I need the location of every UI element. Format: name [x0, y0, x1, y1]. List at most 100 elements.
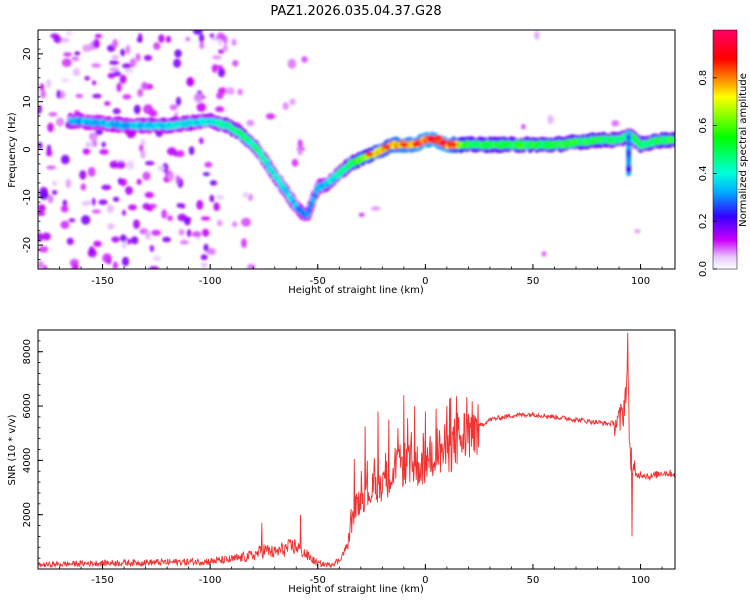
noise-blob: [111, 236, 120, 243]
noise-blob: [176, 203, 183, 208]
colorbar-scale: [712, 29, 738, 270]
noise-blob: [39, 190, 49, 200]
noise-blob: [141, 81, 148, 91]
noise-blob: [113, 71, 121, 77]
noise-blob: [204, 161, 213, 168]
ridge-peak: [382, 144, 391, 150]
colorbar-ticks: 0.0 0.2 0.4 0.6 0.8: [698, 70, 717, 277]
noise-blob: [81, 215, 91, 225]
noise-blob: [191, 231, 202, 238]
y-tick-label: 10: [22, 95, 33, 108]
noise-blob: [265, 113, 276, 120]
ridge-peak: [365, 152, 374, 157]
noise-blob: [297, 148, 303, 156]
noise-blob: [99, 149, 109, 155]
noise-blob: [136, 37, 143, 43]
noise-blob: [126, 238, 131, 245]
noise-blob: [241, 217, 251, 227]
noise-blob: [60, 154, 70, 165]
noise-blob: [241, 238, 247, 249]
noise-blob: [107, 223, 115, 230]
x-tick-label: -50: [310, 575, 326, 586]
y-tick-label: 4000: [22, 448, 33, 473]
noise-blob: [51, 190, 58, 195]
x-tick-label: -50: [310, 276, 326, 287]
noise-blob: [144, 191, 154, 199]
noise-blob: [94, 33, 103, 39]
noise-blob: [358, 212, 365, 217]
noise-blob: [216, 92, 224, 100]
snr-x-ticks: -150 -100 -50 0 50 100: [37, 564, 663, 586]
y-tick-label: 8000: [22, 339, 33, 364]
noise-blob: [282, 102, 289, 110]
noise-blob: [301, 56, 308, 63]
noise-blob: [135, 53, 141, 62]
noise-blob: [46, 149, 53, 157]
x-tick-label: -150: [91, 575, 114, 586]
snr-panel: -150 -100 -50 0 50 100 2000 4000 6000 8000 Heigh…: [7, 329, 676, 595]
noise-blob: [39, 83, 45, 92]
noise-blob: [87, 248, 97, 258]
noise-blob: [186, 229, 192, 238]
y-tick-label: 20: [22, 48, 33, 61]
spectrogram-heat: [38, 30, 675, 269]
noise-blob: [297, 139, 303, 149]
noise-blob: [106, 204, 114, 214]
noise-blob: [109, 160, 118, 169]
x-tick-label: 0: [422, 276, 428, 287]
noise-blob: [217, 38, 223, 46]
noise-blob: [120, 48, 126, 57]
noise-blob: [173, 58, 182, 68]
noise-blob: [122, 94, 132, 100]
noise-blob: [178, 228, 185, 236]
y-tick-label: 6000: [22, 393, 33, 418]
noise-blob: [217, 67, 226, 78]
noise-blob: [92, 80, 97, 86]
noise-blob: [200, 254, 208, 261]
noise-blob: [152, 256, 162, 261]
noise-blob: [158, 34, 165, 43]
noise-blob: [206, 248, 216, 255]
noise-blob: [61, 78, 69, 83]
noise-blob: [79, 170, 87, 180]
noise-blob: [162, 236, 172, 243]
noise-blob: [209, 194, 215, 203]
ridge-streak: [626, 130, 632, 137]
noise-blob: [82, 44, 92, 52]
noise-blob: [142, 171, 151, 181]
y-tick-label: 2000: [22, 502, 33, 527]
noise-blob: [55, 117, 65, 127]
noise-blob: [161, 209, 168, 219]
x-tick-label: 50: [527, 276, 540, 287]
noise-blob: [188, 146, 195, 156]
noise-blob: [95, 128, 103, 136]
noise-blob: [202, 172, 210, 177]
noise-blob: [74, 51, 81, 56]
noise-blob: [91, 63, 102, 68]
colorbar-tick-label: 0.8: [698, 70, 709, 86]
noise-blob: [62, 199, 68, 206]
noise-blob: [287, 58, 297, 69]
noise-blob: [167, 215, 173, 222]
noise-blob: [116, 82, 122, 93]
noise-blob: [157, 165, 165, 172]
spectrogram-y-label: Frequency (Hz): [7, 112, 18, 188]
noise-blob: [188, 76, 193, 87]
noise-blob: [148, 109, 158, 118]
noise-blob: [81, 200, 91, 207]
noise-blob: [50, 33, 60, 39]
noise-blob: [209, 180, 218, 186]
noise-blob: [185, 36, 191, 42]
x-tick-label: 100: [631, 276, 650, 287]
noise-blob: [122, 63, 132, 69]
noise-blob: [111, 54, 120, 60]
x-tick-label: -100: [199, 575, 222, 586]
noise-blob: [201, 262, 208, 268]
noise-blob: [109, 67, 120, 72]
ridge-peak: [434, 135, 443, 140]
noise-blob: [232, 60, 239, 67]
noise-blob: [124, 67, 134, 74]
noise-blob: [232, 221, 238, 228]
noise-blob: [142, 203, 151, 210]
